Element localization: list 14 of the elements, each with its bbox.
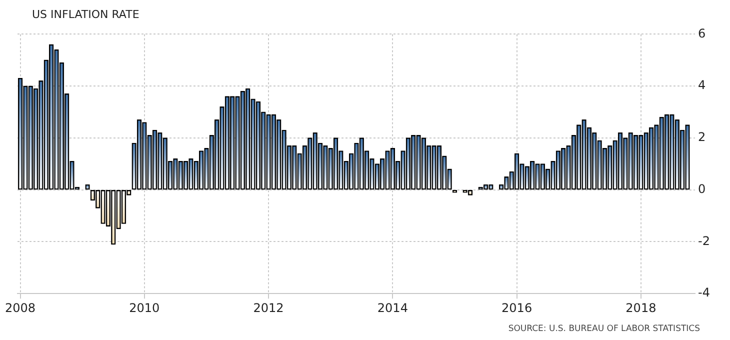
y-tick-label: 6 bbox=[698, 26, 706, 40]
x-tick-label: 2012 bbox=[253, 300, 284, 315]
chart-title: US INFLATION RATE bbox=[32, 8, 140, 21]
source-note: SOURCE: U.S. BUREAU OF LABOR STATISTICS bbox=[508, 324, 700, 334]
x-tick-label: 2018 bbox=[626, 300, 656, 315]
y-tick-label: 4 bbox=[698, 78, 706, 92]
y-tick-label: -2 bbox=[698, 234, 710, 248]
x-tick-label: 2016 bbox=[502, 300, 532, 315]
x-tick-label: 2010 bbox=[129, 300, 160, 315]
x-tick-label: 2014 bbox=[377, 300, 408, 315]
y-tick-label: 0 bbox=[698, 182, 706, 196]
x-tick-label: 2008 bbox=[5, 300, 36, 315]
y-tick-label: -4 bbox=[698, 286, 710, 300]
y-tick-label: 2 bbox=[698, 130, 706, 144]
